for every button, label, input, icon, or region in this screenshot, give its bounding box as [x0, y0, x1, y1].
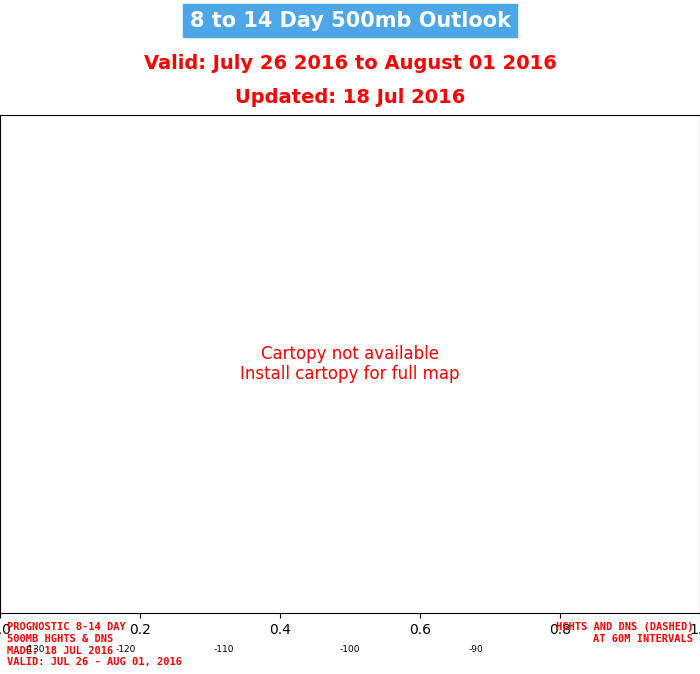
Text: -90: -90	[468, 645, 484, 654]
Text: -110: -110	[214, 645, 235, 654]
Text: 8 to 14 Day 500mb Outlook: 8 to 14 Day 500mb Outlook	[190, 11, 510, 30]
Text: Updated: 18 Jul 2016: Updated: 18 Jul 2016	[234, 88, 466, 107]
Text: Cartopy not available
Install cartopy for full map: Cartopy not available Install cartopy fo…	[240, 344, 460, 384]
Text: -100: -100	[340, 645, 360, 654]
Text: PROGNOSTIC 8-14 DAY
500MB HGHTS & DNS
MADE: 18 JUL 2016
VALID: JUL 26 - AUG 01, : PROGNOSTIC 8-14 DAY 500MB HGHTS & DNS MA…	[7, 623, 182, 667]
Text: Valid: July 26 2016 to August 01 2016: Valid: July 26 2016 to August 01 2016	[144, 53, 556, 73]
Text: HGHTS AND DNS (DASHED)
AT 60M INTERVALS: HGHTS AND DNS (DASHED) AT 60M INTERVALS	[556, 623, 693, 644]
Text: -130: -130	[25, 645, 46, 654]
Text: -120: -120	[116, 645, 136, 654]
